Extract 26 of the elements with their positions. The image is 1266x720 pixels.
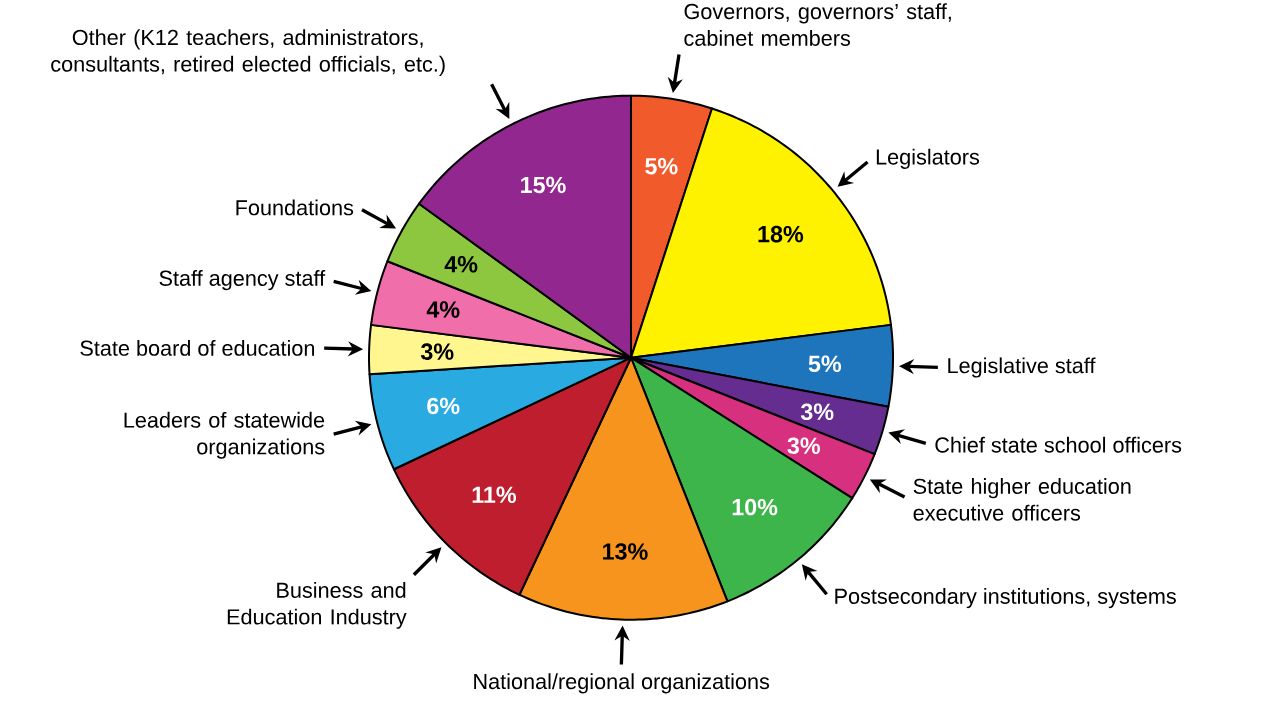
slice-label: Chief state school officers: [935, 436, 1182, 453]
data-label: 15%: [521, 176, 566, 194]
data-label: 3%: [420, 343, 454, 361]
slice-label: Postsecondary institutions, systems: [835, 588, 1176, 609]
data-label: 3%: [787, 437, 820, 455]
data-label: 10%: [732, 498, 778, 516]
data-label: 18%: [758, 225, 804, 243]
slice-label: Leaders of statewide organizations: [124, 412, 325, 459]
data-label: 3%: [800, 403, 834, 421]
slice-label: Legislators: [876, 148, 980, 170]
data-label: 5%: [645, 158, 678, 175]
slice-label: Legislative staff: [948, 357, 1096, 378]
data-label: 11%: [472, 486, 516, 504]
slice-label: Other (K12 teachers, administrators, consultants, retired elected officials, etc.): [51, 29, 445, 77]
slice-label: Business and Education Industry: [227, 582, 407, 630]
data-label: 5%: [808, 355, 842, 373]
slice-label: State higher education executive officers: [913, 478, 1131, 521]
slice-label: State board of education: [80, 340, 315, 357]
data-label: 4%: [444, 256, 478, 273]
slice-label: Staff agency staff: [159, 270, 326, 291]
data-label: 6%: [427, 397, 460, 415]
data-label: 13%: [603, 543, 648, 560]
slice-label: Governors, governors’ staff, cabinet members: [684, 3, 951, 47]
slice-label: Foundations: [236, 199, 354, 216]
slice-label: National/regional organizations: [474, 673, 770, 694]
data-label: 4%: [426, 301, 460, 318]
